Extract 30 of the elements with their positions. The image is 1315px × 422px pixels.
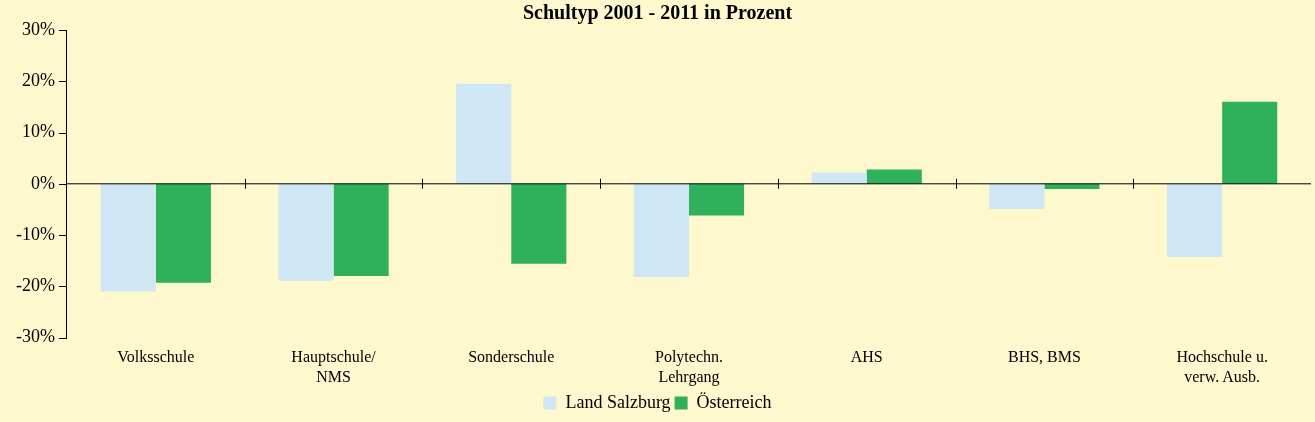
bar: [100, 183, 156, 292]
bar: [1167, 183, 1223, 258]
bar: [1044, 183, 1100, 189]
y-tick-label: -10%: [15, 223, 55, 244]
bar: [688, 183, 745, 216]
bar: [155, 183, 211, 283]
bar: [456, 83, 512, 184]
legend-label: Österreich: [696, 391, 772, 412]
legend-label: Land Salzburg: [565, 391, 671, 412]
bar: [989, 183, 1045, 209]
bar: [511, 183, 567, 264]
y-tick-label: -30%: [15, 326, 55, 347]
bar: [633, 183, 689, 278]
x-tick-label: AHS: [850, 348, 883, 366]
y-tick-label: 30%: [21, 18, 55, 39]
chart-title: Schultyp 2001 - 2011 in Prozent: [522, 1, 793, 25]
x-tick-label: Hauptschule/ NMS: [291, 348, 377, 385]
x-tick-label: Polytechn. Lehrgang: [654, 348, 723, 386]
x-tick-label: BHS, BMS: [1007, 348, 1081, 366]
bar: [866, 169, 922, 184]
bar: [333, 183, 389, 277]
x-tick-label: Volksschule: [117, 348, 195, 366]
x-tick-label: Sonderschule: [468, 348, 555, 366]
y-tick-label: -20%: [15, 275, 55, 296]
y-tick-label: 20%: [21, 70, 55, 90]
x-tick-label: Hochschule u. verw. Ausb.: [1176, 348, 1268, 385]
bar: [1222, 101, 1278, 184]
bar: [278, 183, 334, 281]
y-tick-label: 0%: [30, 172, 55, 193]
y-tick-label: 10%: [21, 121, 55, 142]
